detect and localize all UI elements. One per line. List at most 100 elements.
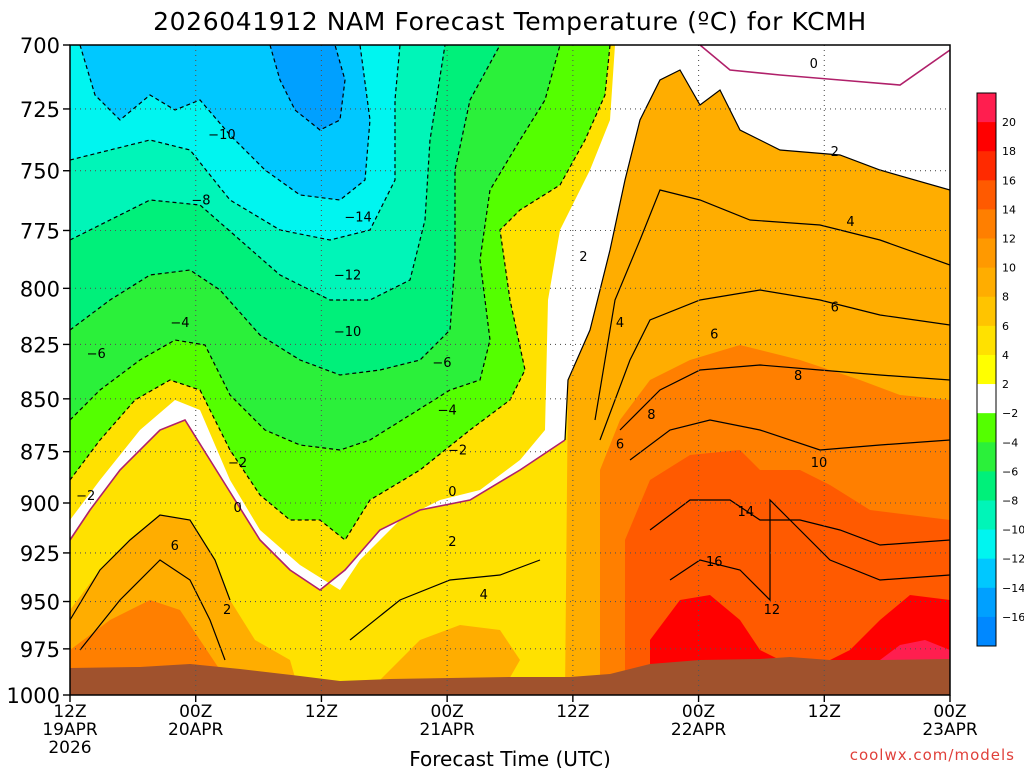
colorbar-label: −12 [1002,553,1024,566]
contour-neg14 [269,45,346,131]
contour-label: 4 [846,215,854,230]
contour-label: 2 [831,145,839,160]
contour-0 [70,419,566,591]
contour-label: 0 [233,501,241,516]
contour-8 [619,364,950,431]
x-tick-label: 12Z [53,702,86,722]
contour-label: 4 [616,316,624,331]
contour-label: 10 [811,456,828,471]
contour-label: 2 [448,535,456,550]
colorbar-swatch [977,267,996,298]
contour-sw-2 [70,514,231,621]
x-tick-label: 12Z [808,702,841,722]
contour-label: −14 [344,210,371,225]
colorbar-swatch [977,122,996,152]
x-axis-label: Forecast Time (UTC) [409,747,611,768]
x-tick-label: 23APR [922,720,978,740]
contour-sw-4 [79,559,226,661]
colorbar-swatch [977,529,996,560]
plot-area: 0 2 4 6 8 10 14 16 12 6 8 6 4 2 4 2 0 −2 −4 −6 −10 −12 −14 −10 −… [70,45,950,695]
contour-label: −10 [208,128,235,143]
x-tick-label: 22APR [671,720,727,740]
temp-band-white [70,45,950,590]
colorbar-swatch [977,93,996,123]
x-tick-label: 20APR [168,720,224,740]
grid-lines [70,45,950,695]
x-tick-label: 19APR [42,720,98,740]
contour-neg12 [79,45,371,201]
x-tick-label: 00Z [431,702,464,722]
colorbar-swatch [977,209,996,239]
contour-label: 12 [764,603,781,618]
colorbar-label: 4 [1002,349,1009,362]
colorbar-swatch [977,238,996,269]
contour-label: 8 [794,369,802,384]
plot-frame [69,44,951,696]
colorbar-label: −2 [1002,407,1018,420]
colorbar-swatch [977,471,996,501]
contour-label: 6 [171,539,179,554]
y-tick-label: 825 [20,333,60,357]
credit-link[interactable]: coolwx.com/models [850,746,1015,764]
contour-labels: 0 2 4 6 8 10 14 16 12 6 8 6 4 2 4 2 0 −2 −4 −6 −10 −12 −14 −10 −… [76,57,854,618]
y-axis: 700 725 750 775 800 825 850 875 900 925 950 975 1000 [7,34,70,708]
y-tick-label: 700 [20,34,60,58]
contour-14 [649,499,950,546]
y-tick-label: 900 [20,492,60,516]
contour-6 [599,289,950,441]
colorbar-label: 10 [1002,262,1016,275]
colorbar-label: 12 [1002,233,1016,246]
contour-label: −10 [334,325,361,340]
contour-neg4 [70,45,561,451]
colorbar-label: 20 [1002,116,1016,129]
contour-label: 6 [831,300,839,315]
colorbar-swatch [977,500,996,530]
contour-neg8 [70,45,446,301]
colorbar-label: 2 [1002,378,1009,391]
contour-label: 2 [223,603,231,618]
y-tick-label: 775 [20,219,60,243]
colorbar-swatch [977,616,996,647]
colorbar-swatch [977,558,996,589]
contour-label: 6 [616,437,624,452]
contour-10 [629,419,950,461]
x-tick-label: 12Z [556,702,589,722]
temp-band-blue [270,45,345,130]
contour-mid-4 [349,559,541,641]
colorbar-swatch [977,413,996,443]
x-tick-label: 00Z [179,702,212,722]
y-tick-label: 725 [20,98,60,122]
x-tick-label: 21APR [419,720,475,740]
x-tick-label: 00Z [682,702,715,722]
contour-label: 14 [737,505,754,520]
colorbar-label: −16 [1002,611,1024,624]
y-tick-label: 950 [20,591,60,615]
contour-label: −2 [448,444,467,459]
colorbar-label: −14 [1002,582,1024,595]
chart-title: 2026041912 NAM Forecast Temperature (ºC)… [153,7,867,36]
y-tick-label: 800 [20,277,60,301]
x-tick-label: 12Z [305,702,338,722]
contour-neg6 [70,45,501,376]
colorbar-label: 16 [1002,174,1016,187]
contour-label: −4 [438,404,457,419]
contour-label: 0 [448,485,456,500]
colorbar-swatch [977,442,996,472]
colorbar-label: −4 [1002,436,1018,449]
contour-label: 0 [810,57,818,72]
contour-label: 6 [710,327,718,342]
y-tick-label: 750 [20,160,60,184]
x-tick-label: 2026 [48,738,91,758]
y-tick-label: 975 [20,638,60,662]
y-tick-label: 850 [20,388,60,412]
colorbar-label: 18 [1002,145,1016,158]
y-tick-label: 925 [20,542,60,566]
colorbar-swatch [977,325,996,356]
colorbar-swatch [977,384,996,414]
contour-4 [594,189,950,421]
contour-label: −6 [87,347,106,362]
contour-label: 8 [647,408,655,423]
contour-2 [564,69,950,441]
colorbar-swatch [977,151,996,181]
